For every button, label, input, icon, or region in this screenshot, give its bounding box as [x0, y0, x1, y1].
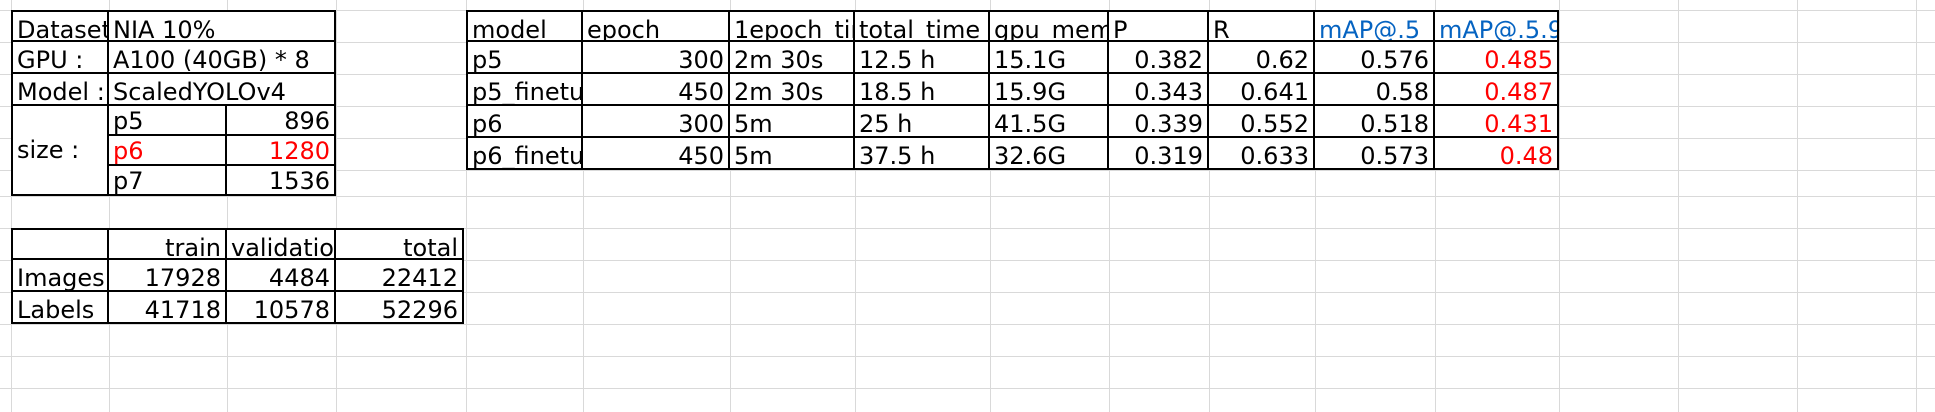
- results-row3-gpu-mem[interactable]: 41.5G: [990, 106, 1109, 138]
- results-header-epoch-time[interactable]: 1epoch_time: [730, 10, 855, 42]
- results-row1-total-time[interactable]: 12.5 h: [855, 42, 990, 74]
- map5095-link[interactable]: mAP@.5.95: [1439, 16, 1557, 42]
- results-row1-epoch[interactable]: 300: [583, 42, 730, 74]
- gridline-vertical: [583, 0, 584, 412]
- model-label[interactable]: Model :: [11, 74, 109, 106]
- gridline-vertical: [466, 0, 467, 412]
- dataset-value[interactable]: NIA 10%: [109, 10, 336, 42]
- split-row-label-images[interactable]: Images: [11, 260, 109, 292]
- gridline-vertical: [730, 0, 731, 412]
- gridline-vertical: [11, 0, 12, 412]
- dataset-label[interactable]: Dataset :: [11, 10, 109, 42]
- gridline-vertical: [1209, 0, 1210, 412]
- results-row2-model[interactable]: p5_finetune: [466, 74, 583, 106]
- split-images-train[interactable]: 17928: [109, 260, 227, 292]
- results-row2-map50[interactable]: 0.58: [1315, 74, 1435, 106]
- model-value[interactable]: ScaledYOLOv4: [109, 74, 336, 106]
- results-row3-model[interactable]: p6: [466, 106, 583, 138]
- size-value-p7[interactable]: 1536: [227, 166, 336, 196]
- gridline-horizontal: [0, 260, 1935, 261]
- split-corner-cell[interactable]: [11, 228, 109, 260]
- results-header-p[interactable]: P: [1109, 10, 1209, 42]
- results-row2-gpu-mem[interactable]: 15.9G: [990, 74, 1109, 106]
- results-row3-epoch-time[interactable]: 5m: [730, 106, 855, 138]
- gridline-vertical: [1315, 0, 1316, 412]
- results-header-epoch[interactable]: epoch: [583, 10, 730, 42]
- gridline-horizontal: [0, 170, 1935, 171]
- results-row2-map5095[interactable]: 0.487: [1435, 74, 1559, 106]
- split-labels-total[interactable]: 52296: [336, 292, 464, 324]
- results-row2-r[interactable]: 0.641: [1209, 74, 1315, 106]
- results-row1-gpu-mem[interactable]: 15.1G: [990, 42, 1109, 74]
- size-name-p6[interactable]: p6: [109, 136, 227, 166]
- results-header-map50[interactable]: mAP@.5: [1315, 10, 1435, 42]
- size-label[interactable]: size :: [11, 106, 109, 196]
- gridline-vertical: [1916, 0, 1917, 412]
- results-row1-p[interactable]: 0.382: [1109, 42, 1209, 74]
- gpu-value[interactable]: A100 (40GB) * 8: [109, 42, 336, 74]
- gridline-vertical: [336, 0, 337, 412]
- results-header-model[interactable]: model: [466, 10, 583, 42]
- gridline-vertical: [1559, 0, 1560, 412]
- results-row3-map50[interactable]: 0.518: [1315, 106, 1435, 138]
- results-header-r[interactable]: R: [1209, 10, 1315, 42]
- gridline-horizontal: [0, 388, 1935, 389]
- split-labels-train[interactable]: 41718: [109, 292, 227, 324]
- split-labels-validation[interactable]: 10578: [227, 292, 336, 324]
- gridline-vertical: [1435, 0, 1436, 412]
- size-name-p7[interactable]: p7: [109, 166, 227, 196]
- results-row1-map5095[interactable]: 0.485: [1435, 42, 1559, 74]
- results-header-total-time[interactable]: total_time: [855, 10, 990, 42]
- split-header-validation[interactable]: validation: [227, 228, 336, 260]
- results-row2-total-time[interactable]: 18.5 h: [855, 74, 990, 106]
- results-row1-model[interactable]: p5: [466, 42, 583, 74]
- map50-link[interactable]: mAP@.5: [1319, 16, 1421, 42]
- gridline-vertical: [227, 0, 228, 412]
- results-row2-epoch-time[interactable]: 2m 30s: [730, 74, 855, 106]
- size-value-p6[interactable]: 1280: [227, 136, 336, 166]
- gridline-vertical: [1678, 0, 1679, 412]
- results-row3-r[interactable]: 0.552: [1209, 106, 1315, 138]
- results-row4-p[interactable]: 0.319: [1109, 138, 1209, 170]
- results-row3-map5095[interactable]: 0.431: [1435, 106, 1559, 138]
- split-images-total[interactable]: 22412: [336, 260, 464, 292]
- results-row4-map5095[interactable]: 0.48: [1435, 138, 1559, 170]
- split-images-validation[interactable]: 4484: [227, 260, 336, 292]
- results-row1-r[interactable]: 0.62: [1209, 42, 1315, 74]
- gridline-horizontal: [0, 292, 1935, 293]
- results-row4-r[interactable]: 0.633: [1209, 138, 1315, 170]
- size-name-p5[interactable]: p5: [109, 106, 227, 136]
- results-row4-epoch[interactable]: 450: [583, 138, 730, 170]
- results-row1-map50[interactable]: 0.576: [1315, 42, 1435, 74]
- results-row4-total-time[interactable]: 37.5 h: [855, 138, 990, 170]
- gridline-vertical: [990, 0, 991, 412]
- gridline-vertical: [1109, 0, 1110, 412]
- results-row4-map50[interactable]: 0.573: [1315, 138, 1435, 170]
- results-row4-epoch-time[interactable]: 5m: [730, 138, 855, 170]
- gridline-horizontal: [0, 324, 1935, 325]
- split-header-train[interactable]: train: [109, 228, 227, 260]
- split-row-label-labels[interactable]: Labels: [11, 292, 109, 324]
- results-row3-total-time[interactable]: 25 h: [855, 106, 990, 138]
- results-header-gpu-mem[interactable]: gpu_mem: [990, 10, 1109, 42]
- split-header-total[interactable]: total: [336, 228, 464, 260]
- gridline-vertical: [109, 0, 110, 412]
- gridline-vertical: [855, 0, 856, 412]
- gridline-horizontal: [0, 356, 1935, 357]
- results-row2-p[interactable]: 0.343: [1109, 74, 1209, 106]
- gridline-vertical: [1797, 0, 1798, 412]
- gridline-horizontal: [0, 196, 1935, 197]
- results-row2-epoch[interactable]: 450: [583, 74, 730, 106]
- results-row4-gpu-mem[interactable]: 32.6G: [990, 138, 1109, 170]
- results-row3-epoch[interactable]: 300: [583, 106, 730, 138]
- results-row4-model[interactable]: p6_finetune: [466, 138, 583, 170]
- gpu-label[interactable]: GPU :: [11, 42, 109, 74]
- size-value-p5[interactable]: 896: [227, 106, 336, 136]
- results-row3-p[interactable]: 0.339: [1109, 106, 1209, 138]
- results-header-map5095[interactable]: mAP@.5.95: [1435, 10, 1559, 42]
- gridline-horizontal: [0, 228, 1935, 229]
- results-row1-epoch-time[interactable]: 2m 30s: [730, 42, 855, 74]
